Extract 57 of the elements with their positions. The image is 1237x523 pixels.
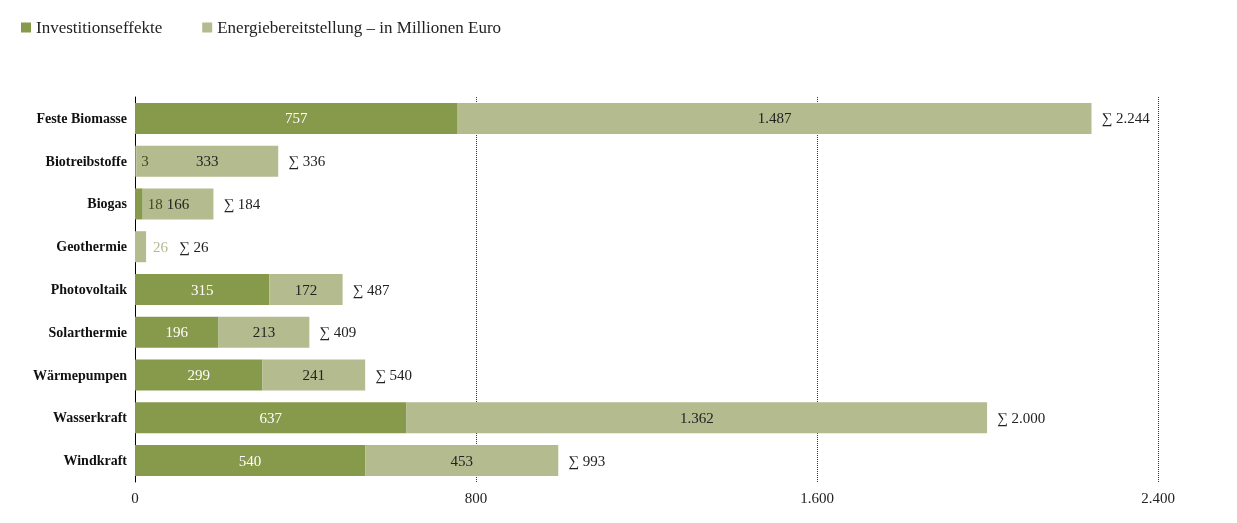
legend-label: Energiebereitstellung – in Millionen Euro — [217, 18, 502, 37]
bar — [135, 359, 263, 391]
bar — [135, 231, 147, 263]
y-tick-label: Biogas — [87, 196, 128, 212]
data-label: 3 — [141, 153, 149, 170]
legend-label: Investitionseffekte — [36, 18, 163, 37]
data-label: 18 — [147, 195, 163, 212]
total-label: ∑ 26 — [179, 238, 210, 256]
data-label: 540 — [238, 452, 262, 469]
y-tick-label: Photovoltaik — [50, 282, 128, 297]
bar — [218, 316, 310, 348]
x-tick-label: 0 — [131, 489, 139, 506]
bar — [135, 316, 219, 348]
y-tick-label: Feste Biomasse — [36, 110, 127, 126]
data-label: 166 — [166, 195, 190, 212]
y-tick-label: Biotreibstoffe — [45, 153, 127, 169]
bar — [365, 445, 559, 477]
total-label: ∑ 540 — [375, 367, 413, 385]
data-label: 26 — [153, 238, 169, 255]
data-label: 1.487 — [757, 110, 792, 127]
total-label: ∑ 336 — [288, 153, 326, 171]
data-label: 172 — [294, 281, 318, 298]
y-tick-label: Wärmepumpen — [32, 367, 128, 383]
bar — [142, 188, 214, 220]
bar — [457, 102, 1092, 134]
bar — [136, 145, 279, 177]
data-label: 196 — [165, 324, 189, 341]
data-label: 757 — [285, 110, 309, 127]
y-tick-label: Solarthermie — [48, 324, 127, 340]
bar — [269, 274, 343, 305]
data-label: 1.362 — [679, 409, 714, 426]
data-label: 315 — [190, 281, 214, 298]
data-label: 299 — [187, 367, 210, 384]
total-label: ∑ 184 — [223, 195, 261, 213]
y-tick-label: Wasserkraft — [53, 410, 128, 426]
bar — [135, 188, 143, 220]
bar — [135, 102, 458, 134]
x-tick-label: 1.600 — [800, 489, 834, 506]
bar — [406, 402, 988, 434]
bar — [135, 445, 366, 477]
y-tick-label: Geothermie — [56, 239, 127, 255]
bar — [262, 359, 366, 391]
total-label: ∑ 993 — [568, 452, 606, 470]
total-label: ∑ 409 — [319, 324, 357, 342]
x-tick-label: 2.400 — [1141, 489, 1175, 506]
data-label: 453 — [450, 452, 473, 469]
total-label: ∑ 2.000 — [997, 409, 1046, 427]
total-label: ∑ 487 — [352, 281, 391, 299]
bar — [135, 274, 270, 305]
data-label: 637 — [259, 409, 283, 426]
total-label: ∑ 2.244 — [1101, 110, 1151, 128]
data-label: 241 — [302, 367, 326, 384]
data-label: 213 — [252, 324, 276, 341]
data-label: 333 — [196, 153, 219, 170]
x-tick-label: 800 — [464, 489, 488, 506]
y-tick-label: Windkraft — [63, 453, 128, 469]
bar — [135, 402, 407, 434]
